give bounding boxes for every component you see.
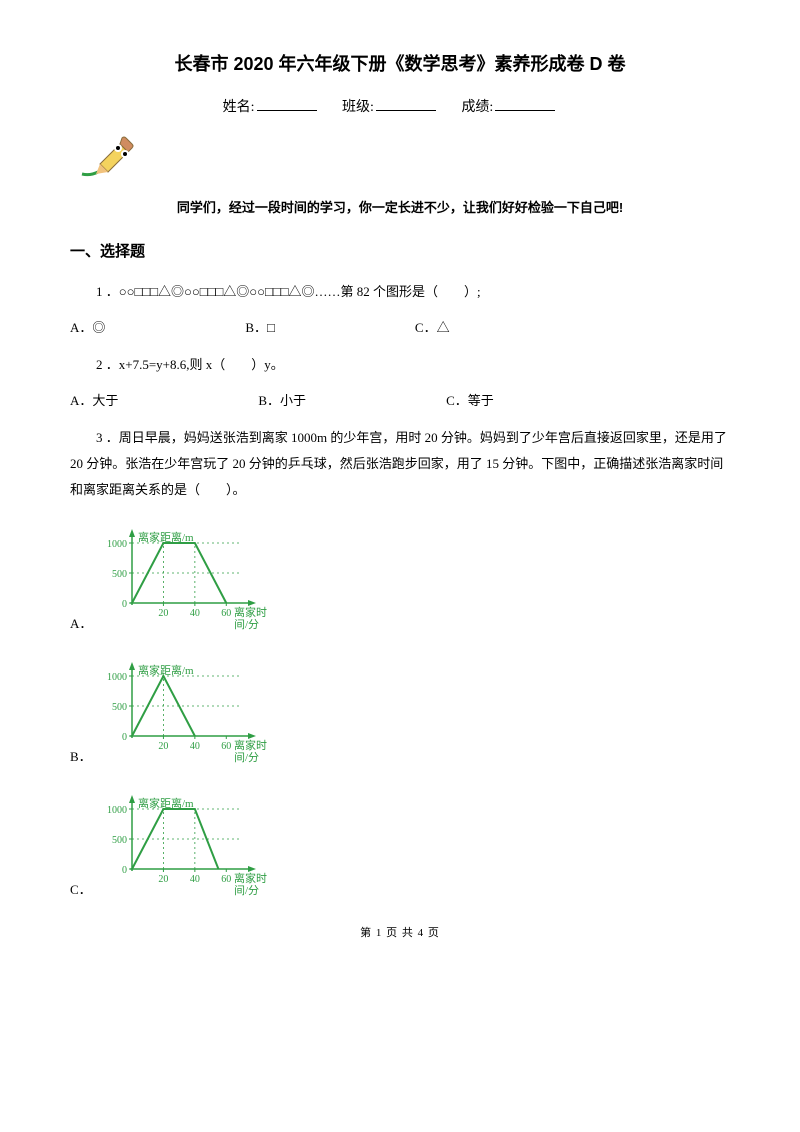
class-blank[interactable] bbox=[376, 96, 436, 111]
name-blank[interactable] bbox=[257, 96, 317, 111]
page-title: 长春市 2020 年六年级下册《数学思考》素养形成卷 D 卷 bbox=[70, 50, 730, 76]
chart-a: 0 500 1000 20 40 60 离家距离/m 离家时间/分 bbox=[98, 521, 268, 636]
chart-b: 0 500 1000 20 40 60 离家距离/m 离家时间/分 bbox=[98, 654, 268, 769]
question-2-options: A．大于 B．小于 C．等于 bbox=[70, 390, 730, 409]
question-1: 1 ．○○□□□△◎○○□□□△◎○○□□□△◎……第 82 个图形是（ ）; bbox=[70, 279, 730, 305]
q3-option-b-letter: B． bbox=[70, 746, 92, 769]
q3-option-b: B． 0 500 1000 20 40 60 离家距离/m 离家时间/分 bbox=[70, 654, 730, 769]
pencil-icon bbox=[80, 134, 730, 183]
question-2: 2 ．x+7.5=y+8.6,则 x（ ）y。 bbox=[70, 352, 730, 378]
svg-text:500: 500 bbox=[112, 569, 127, 580]
q2-option-a: A．大于 bbox=[70, 390, 118, 409]
q2-option-b: B．小于 bbox=[258, 390, 306, 409]
name-label: 姓名: bbox=[223, 100, 255, 115]
q3-option-c-letter: C． bbox=[70, 879, 92, 902]
svg-text:500: 500 bbox=[112, 835, 127, 846]
svg-text:40: 40 bbox=[190, 608, 200, 619]
section-1-header: 一、选择题 bbox=[70, 240, 730, 261]
svg-text:0: 0 bbox=[122, 599, 127, 610]
svg-text:20: 20 bbox=[158, 874, 168, 885]
svg-text:60: 60 bbox=[221, 741, 231, 752]
svg-text:40: 40 bbox=[190, 874, 200, 885]
score-label: 成绩: bbox=[461, 100, 493, 115]
student-info-line: 姓名: 班级: 成绩: bbox=[70, 96, 730, 116]
question-1-options: A．◎ B．□ C．△ bbox=[70, 317, 730, 336]
svg-text:离家时: 离家时 bbox=[234, 605, 267, 619]
page-footer: 第 1 页 共 4 页 bbox=[70, 924, 730, 940]
question-3: 3 ．周日早晨，妈妈送张浩到离家 1000m 的少年宫，用时 20 分钟。妈妈到… bbox=[70, 425, 730, 503]
svg-text:间/分: 间/分 bbox=[234, 751, 259, 764]
svg-text:1000: 1000 bbox=[107, 672, 127, 683]
svg-text:60: 60 bbox=[222, 608, 232, 619]
q3-option-a: A． 0 500 1000 20 40 60 离家距离/m 离家时间/分 bbox=[70, 521, 730, 636]
encouragement-text: 同学们，经过一段时间的学习，你一定长进不少，让我们好好检验一下自己吧! bbox=[70, 197, 730, 216]
score-blank[interactable] bbox=[495, 96, 555, 111]
svg-text:1000: 1000 bbox=[107, 805, 127, 816]
q3-option-c: C． 0 500 1000 20 40 60 离家距离/m 离家时间/分 bbox=[70, 787, 730, 902]
q2-option-c: C．等于 bbox=[446, 390, 494, 409]
svg-text:40: 40 bbox=[190, 741, 200, 752]
svg-text:离家距离/m: 离家距离/m bbox=[138, 530, 194, 544]
chart-c: 0 500 1000 20 40 60 离家距离/m 离家时间/分 bbox=[98, 787, 268, 902]
svg-text:间/分: 间/分 bbox=[234, 618, 259, 631]
svg-text:离家时: 离家时 bbox=[234, 871, 267, 885]
q1-option-a: A．◎ bbox=[70, 317, 105, 336]
svg-text:间/分: 间/分 bbox=[234, 884, 259, 897]
svg-text:离家距离/m: 离家距离/m bbox=[138, 663, 194, 677]
svg-text:60: 60 bbox=[221, 874, 231, 885]
class-label: 班级: bbox=[342, 100, 374, 115]
svg-text:0: 0 bbox=[122, 732, 127, 743]
svg-text:0: 0 bbox=[122, 865, 127, 876]
svg-text:20: 20 bbox=[158, 741, 168, 752]
q1-option-b: B．□ bbox=[245, 317, 275, 336]
q3-option-a-letter: A． bbox=[70, 613, 92, 636]
svg-text:20: 20 bbox=[159, 608, 169, 619]
svg-text:500: 500 bbox=[112, 702, 127, 713]
svg-text:离家时: 离家时 bbox=[234, 738, 267, 752]
svg-text:离家距离/m: 离家距离/m bbox=[138, 796, 194, 810]
q1-option-c: C．△ bbox=[415, 317, 450, 336]
svg-text:1000: 1000 bbox=[107, 539, 127, 550]
